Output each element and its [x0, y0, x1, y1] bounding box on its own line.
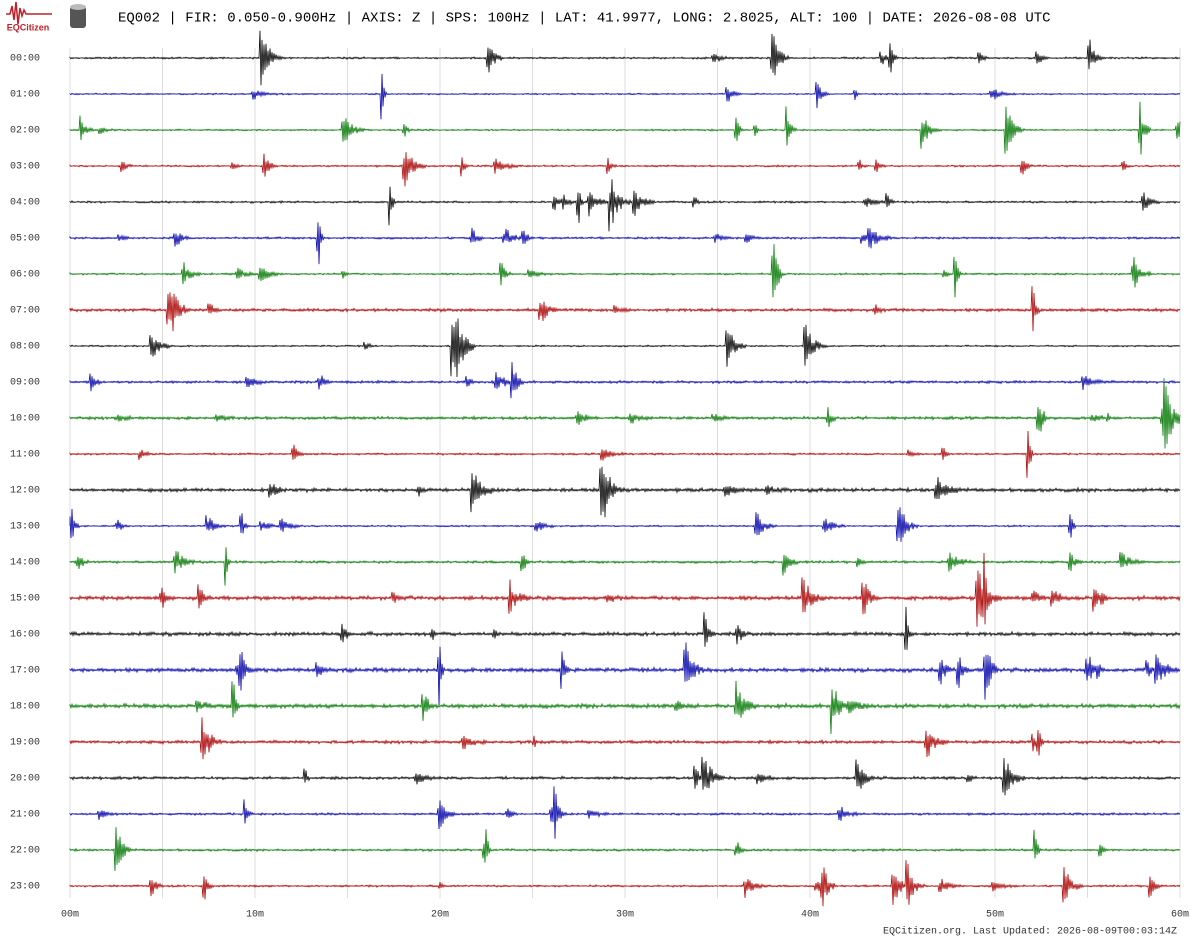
x-tick-label: 30m [616, 910, 634, 921]
seismic-trace [69, 860, 1181, 907]
x-tick-label: 10m [246, 910, 264, 921]
seismic-trace [69, 756, 1181, 796]
hour-label: 02:00 [10, 126, 40, 137]
hour-label: 04:00 [10, 198, 40, 209]
seismic-trace [69, 606, 1181, 650]
seismic-trace [69, 152, 1181, 187]
x-tick-label: 60m [1171, 910, 1189, 921]
sensor-icon [70, 6, 86, 28]
header-title: EQ002 | FIR: 0.050-0.900Hz | AXIS: Z | S… [118, 11, 1051, 27]
hour-label: 12:00 [10, 486, 40, 497]
x-tick-label: 50m [986, 910, 1004, 921]
hour-label: 03:00 [10, 162, 40, 173]
hour-label: 18:00 [10, 702, 40, 713]
hour-label: 10:00 [10, 414, 40, 425]
sensor-icon-top [70, 4, 86, 10]
seismic-trace [69, 179, 1181, 232]
seismic-trace [69, 222, 1181, 265]
hour-label: 23:00 [10, 882, 40, 893]
hour-label: 09:00 [10, 378, 40, 389]
hour-label: 00:00 [10, 54, 40, 65]
seismic-trace [69, 30, 1181, 86]
hour-label: 21:00 [10, 810, 40, 821]
seismic-trace [69, 552, 1181, 627]
hour-label: 20:00 [10, 774, 40, 785]
seismic-trace [69, 507, 1181, 542]
seismic-trace [69, 318, 1181, 378]
hour-label: 16:00 [10, 630, 40, 641]
seismic-trace [69, 827, 1181, 872]
x-tick-label: 40m [801, 910, 819, 921]
seismic-trace [69, 101, 1181, 155]
hour-label: 07:00 [10, 306, 40, 317]
hour-label: 17:00 [10, 666, 40, 677]
hour-label: 05:00 [10, 234, 40, 245]
hour-label: 08:00 [10, 342, 40, 353]
hour-label: 14:00 [10, 558, 40, 569]
seismic-trace [69, 642, 1181, 706]
hour-label: 06:00 [10, 270, 40, 281]
hour-label: 15:00 [10, 594, 40, 605]
x-tick-label: 00m [61, 910, 79, 921]
seismic-trace [69, 786, 1181, 839]
logo: EQCitizen [6, 1, 86, 32]
seismic-trace [69, 547, 1181, 586]
hour-label: 01:00 [10, 90, 40, 101]
seismic-trace [69, 73, 1181, 120]
seismic-trace [69, 680, 1181, 734]
hour-label: 19:00 [10, 738, 40, 749]
seismic-trace [69, 286, 1181, 332]
hour-label: 11:00 [10, 450, 40, 461]
seismic-trace [69, 717, 1181, 760]
hour-label: 22:00 [10, 846, 40, 857]
hour-label: 13:00 [10, 522, 40, 533]
seismic-trace [69, 244, 1181, 298]
seismic-trace [69, 378, 1181, 449]
logo-text: EQCitizen [7, 22, 50, 32]
footer: EQCitizen.org. Last Updated: 2026-08-09T… [883, 926, 1177, 938]
x-tick-label: 20m [431, 910, 449, 921]
logo-wave [6, 1, 52, 25]
seismic-trace [69, 362, 1181, 399]
seismic-trace [69, 466, 1181, 518]
seismic-trace [69, 430, 1181, 478]
